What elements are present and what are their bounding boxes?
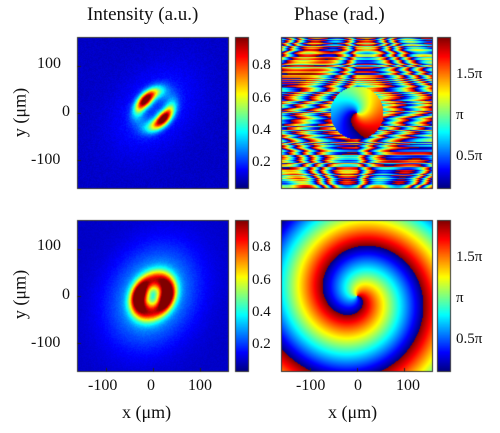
x-tick-label: 100 — [396, 377, 420, 394]
colorbar-tick-label: 0.2 — [252, 154, 271, 170]
colorbar-tick-label: 0.8 — [252, 239, 271, 255]
intensity-panel-title: Intensity (a.u.) — [87, 4, 199, 25]
y-axis-label: y (μm) — [9, 87, 30, 138]
x-tick-label: -100 — [296, 377, 326, 394]
colorbar-tick-label: 0.4 — [252, 304, 271, 320]
colorbar-tick-label: π — [456, 290, 464, 306]
y-tick-label: 100 — [37, 237, 61, 254]
y-axis-label: y (μm) — [9, 269, 30, 320]
colorbar-tick-label: 1.5π — [456, 249, 483, 265]
x-axis-label: x (μm) — [122, 402, 172, 422]
colorbar-tick-label: 1.5π — [456, 66, 483, 82]
colorbar-tick-label: 0.6 — [252, 90, 271, 106]
colorbar-tick-label: 0.8 — [252, 57, 271, 73]
y-tick-label: -100 — [31, 334, 61, 351]
x-axis-label: x (μm) — [328, 402, 378, 422]
phase-panel-title: Phase (rad.) — [294, 4, 385, 25]
x-tick-label: -100 — [88, 377, 118, 394]
colorbar-tick-label: 0.2 — [252, 336, 271, 352]
y-tick-label: 0 — [62, 103, 70, 120]
y-tick-label: 0 — [62, 286, 70, 303]
x-tick-label: 0 — [354, 377, 362, 394]
colorbar-tick-label: 0.5π — [456, 331, 483, 347]
x-tick-label: 0 — [147, 377, 155, 394]
colorbar-tick-label: 0.5π — [456, 148, 483, 164]
colorbar-tick-label: 0.4 — [252, 122, 271, 138]
y-tick-label: 100 — [37, 55, 61, 72]
colorbar-tick-label: 0.6 — [252, 272, 271, 288]
x-tick-label: 100 — [188, 377, 212, 394]
y-tick-label: -100 — [31, 151, 61, 168]
colorbar-tick-label: π — [456, 107, 464, 123]
